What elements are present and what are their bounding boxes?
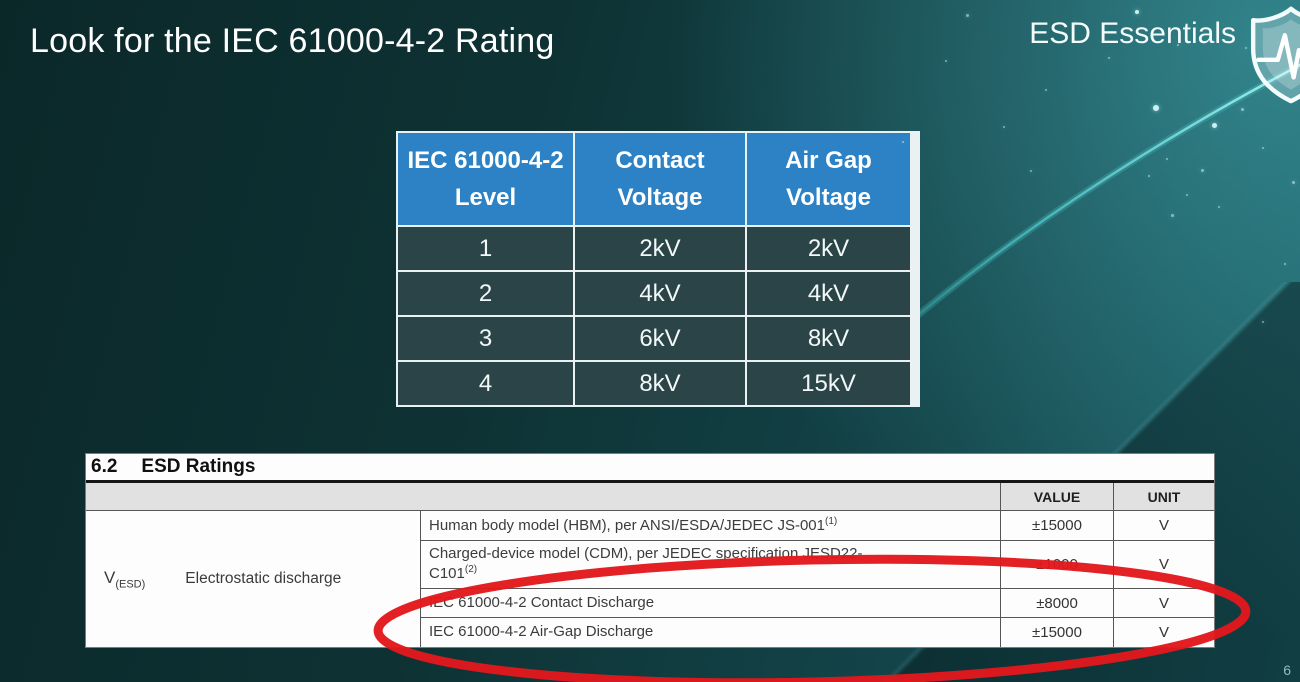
row-unit: V: [1113, 618, 1214, 647]
row-unit: V: [1113, 511, 1214, 540]
param-name: Electrostatic discharge: [185, 570, 342, 587]
particle-decoration: [1045, 89, 1047, 91]
particle-decoration: [1171, 214, 1174, 217]
row-value: ±8000: [1000, 589, 1113, 617]
datasheet-row: IEC 61000-4-2 Air-Gap Discharge ±15000 V: [421, 618, 1214, 647]
particle-decoration: [1166, 158, 1168, 160]
iec-cell: 6kV: [575, 317, 745, 360]
particle-decoration: [1201, 169, 1204, 172]
particle-decoration: [1292, 181, 1295, 184]
row-description: Human body model (HBM), per ANSI/ESDA/JE…: [429, 515, 838, 534]
row-description: IEC 61000-4-2 Contact Discharge: [429, 593, 655, 611]
particle-decoration: [1284, 263, 1286, 265]
particle-decoration: [1148, 175, 1150, 177]
slide-title: Look for the IEC 61000-4-2 Rating: [30, 22, 555, 60]
particle-decoration: [1245, 47, 1247, 49]
datasheet-body: V(ESD) Electrostatic discharge Human bod…: [86, 511, 1214, 647]
particle-decoration: [1241, 108, 1244, 111]
datasheet-header-row: VALUE UNIT: [86, 483, 1214, 511]
datasheet-row: Charged-device model (CDM), per JEDEC sp…: [421, 541, 1214, 589]
iec-cell: 2kV: [747, 227, 910, 270]
particle-decoration: [1074, 22, 1076, 24]
iec-cell: 3: [398, 317, 573, 360]
unit-column-header: UNIT: [1113, 483, 1214, 510]
value-column-header: VALUE: [1000, 483, 1113, 510]
particle-decoration: [1212, 123, 1217, 128]
row-value: ±1000: [1000, 541, 1113, 588]
row-description: IEC 61000-4-2 Air-Gap Discharge: [429, 623, 654, 641]
iec-rating-table: IEC 61000-4-2 Level Contact Voltage Air Gap V…: [396, 131, 920, 407]
datasheet-rows: Human body model (HBM), per ANSI/ESDA/JE…: [421, 511, 1214, 647]
iec-cell: 4kV: [575, 272, 745, 315]
iec-cell: 4kV: [747, 272, 910, 315]
iec-header-cell: Air Gap Voltage: [747, 133, 910, 225]
page-number: 6: [1283, 662, 1291, 678]
particle-decoration: [1177, 44, 1179, 46]
particle-decoration: [945, 60, 947, 62]
row-value: ±15000: [1000, 511, 1113, 540]
shield-pulse-icon: [1250, 6, 1300, 104]
particle-decoration: [1108, 57, 1110, 59]
iec-cell: 4: [398, 362, 573, 405]
iec-cell: 2kV: [575, 227, 745, 270]
particle-decoration: [1135, 10, 1139, 14]
row-unit: V: [1113, 541, 1214, 588]
particle-decoration: [1030, 170, 1032, 172]
iec-cell: 8kV: [575, 362, 745, 405]
datasheet-panel: 6.2 ESD Ratings VALUE UNIT V(ESD) Electr…: [85, 453, 1215, 648]
row-value: ±15000: [1000, 618, 1113, 647]
datasheet-row: Human body model (HBM), per ANSI/ESDA/JE…: [421, 511, 1214, 541]
iec-cell: 15kV: [747, 362, 910, 405]
param-symbol: V(ESD): [104, 567, 146, 591]
particle-decoration: [1262, 147, 1264, 149]
row-description: Charged-device model (CDM), per JEDEC sp…: [429, 545, 863, 582]
datasheet-parameter-cell: V(ESD) Electrostatic discharge: [86, 511, 421, 647]
particle-decoration: [902, 141, 904, 143]
datasheet-section-heading: 6.2 ESD Ratings: [86, 454, 1214, 483]
brand-label: ESD Essentials: [1029, 17, 1236, 50]
row-unit: V: [1113, 589, 1214, 617]
iec-cell: 8kV: [747, 317, 910, 360]
iec-cell: 1: [398, 227, 573, 270]
particle-decoration: [966, 14, 969, 17]
datasheet-section-number: 6.2: [91, 456, 118, 477]
iec-header-cell: IEC 61000-4-2 Level: [398, 133, 573, 225]
datasheet-header-spacer: [86, 483, 1000, 510]
iec-cell: 2: [398, 272, 573, 315]
particle-decoration: [1218, 206, 1220, 208]
datasheet-row: IEC 61000-4-2 Contact Discharge ±8000 V: [421, 589, 1214, 618]
iec-header-cell: Contact Voltage: [575, 133, 745, 225]
particle-decoration: [1186, 194, 1188, 196]
datasheet-section-title: ESD Ratings: [141, 456, 256, 477]
particle-decoration: [1262, 321, 1264, 323]
particle-decoration: [1003, 126, 1005, 128]
particle-decoration: [1153, 105, 1159, 111]
